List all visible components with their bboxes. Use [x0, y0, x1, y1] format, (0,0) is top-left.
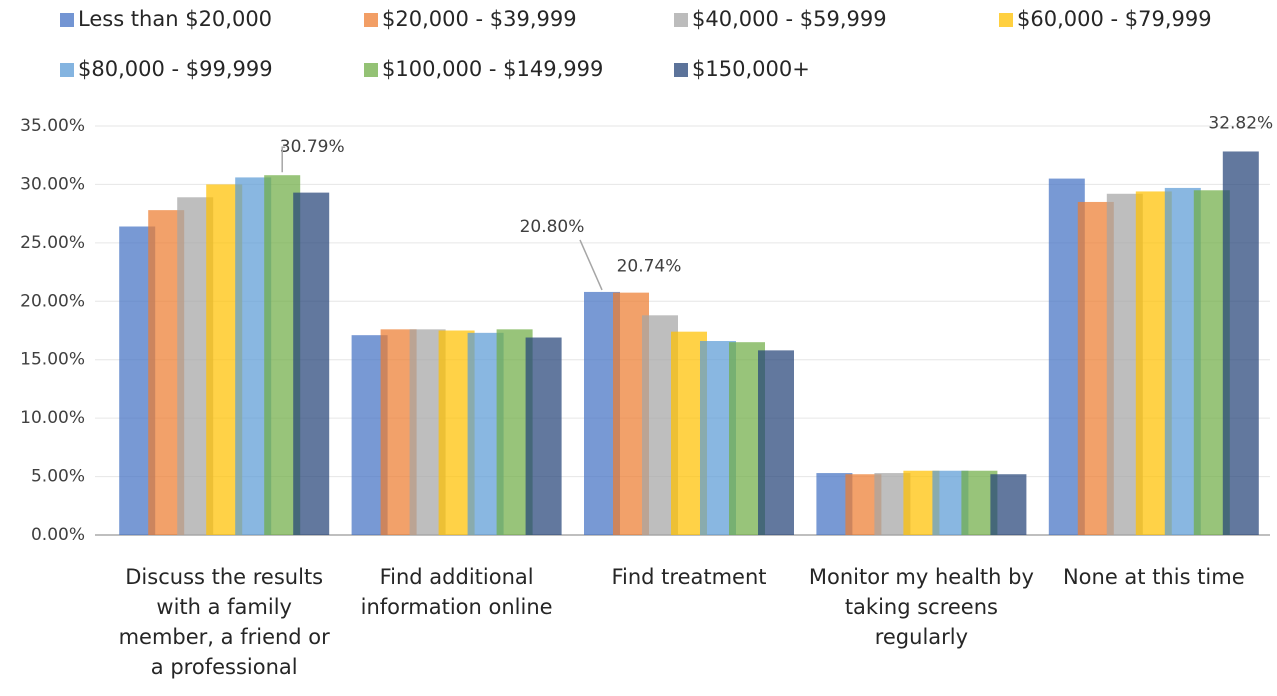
legend-swatch	[60, 63, 74, 77]
x-tick-label: Find additional information online	[361, 565, 553, 619]
data-label: 20.80%	[520, 217, 585, 237]
y-tick-label: 25.00%	[20, 233, 85, 253]
legend-swatch	[364, 13, 378, 27]
x-tick-label: None at this time	[1063, 565, 1245, 589]
y-tick-label: 15.00%	[20, 350, 85, 370]
y-tick-label: 5.00%	[31, 467, 85, 487]
x-tick-line: information online	[361, 595, 553, 619]
legend-label: $150,000+	[692, 57, 810, 81]
bar	[758, 350, 794, 535]
y-tick-label: 30.00%	[20, 174, 85, 194]
y-tick-label: 0.00%	[31, 525, 85, 545]
y-tick-label: 20.00%	[20, 291, 85, 311]
x-tick-line: Find treatment	[611, 565, 766, 589]
legend-label: $60,000 - $79,999	[1017, 7, 1212, 31]
x-tick-line: with a family	[156, 595, 292, 619]
legend-swatch	[999, 13, 1013, 27]
legend-swatch	[674, 13, 688, 27]
data-label: 30.79%	[280, 137, 345, 157]
bar	[525, 337, 562, 535]
x-tick-line: member, a friend or	[119, 625, 331, 649]
legend-label: Less than $20,000	[78, 7, 272, 31]
legend-label: $20,000 - $39,999	[382, 7, 577, 31]
x-tick-line: None at this time	[1063, 565, 1245, 589]
bar	[293, 192, 330, 535]
x-tick-line: regularly	[875, 625, 968, 649]
legend-label: $100,000 - $149,999	[382, 57, 603, 81]
bar	[1222, 151, 1259, 535]
x-tick-line: Discuss the results	[125, 565, 323, 589]
leader-line	[281, 146, 286, 173]
x-tick-label: Discuss the results with a family member, …	[119, 565, 331, 679]
leader-line	[579, 239, 603, 291]
x-tick-label: Monitor my health by taking screens regula…	[809, 565, 1034, 649]
x-tick-line: a professional	[151, 655, 298, 679]
legend-label: $40,000 - $59,999	[692, 7, 887, 31]
x-tick-line: Find additional	[380, 565, 534, 589]
legend-swatch	[364, 63, 378, 77]
y-tick-label: 35.00%	[20, 116, 85, 136]
legend-swatch	[674, 63, 688, 77]
x-tick-line: Monitor my health by	[809, 565, 1034, 589]
x-tick-label: Find treatment	[611, 565, 766, 589]
legend-label: $80,000 - $99,999	[78, 57, 273, 81]
data-label: 32.82%	[1208, 113, 1273, 133]
data-label: 20.74%	[617, 257, 682, 277]
y-tick-label: 10.00%	[20, 408, 85, 428]
legend-swatch	[60, 13, 74, 27]
bar	[990, 474, 1027, 535]
x-tick-line: taking screens	[845, 595, 998, 619]
